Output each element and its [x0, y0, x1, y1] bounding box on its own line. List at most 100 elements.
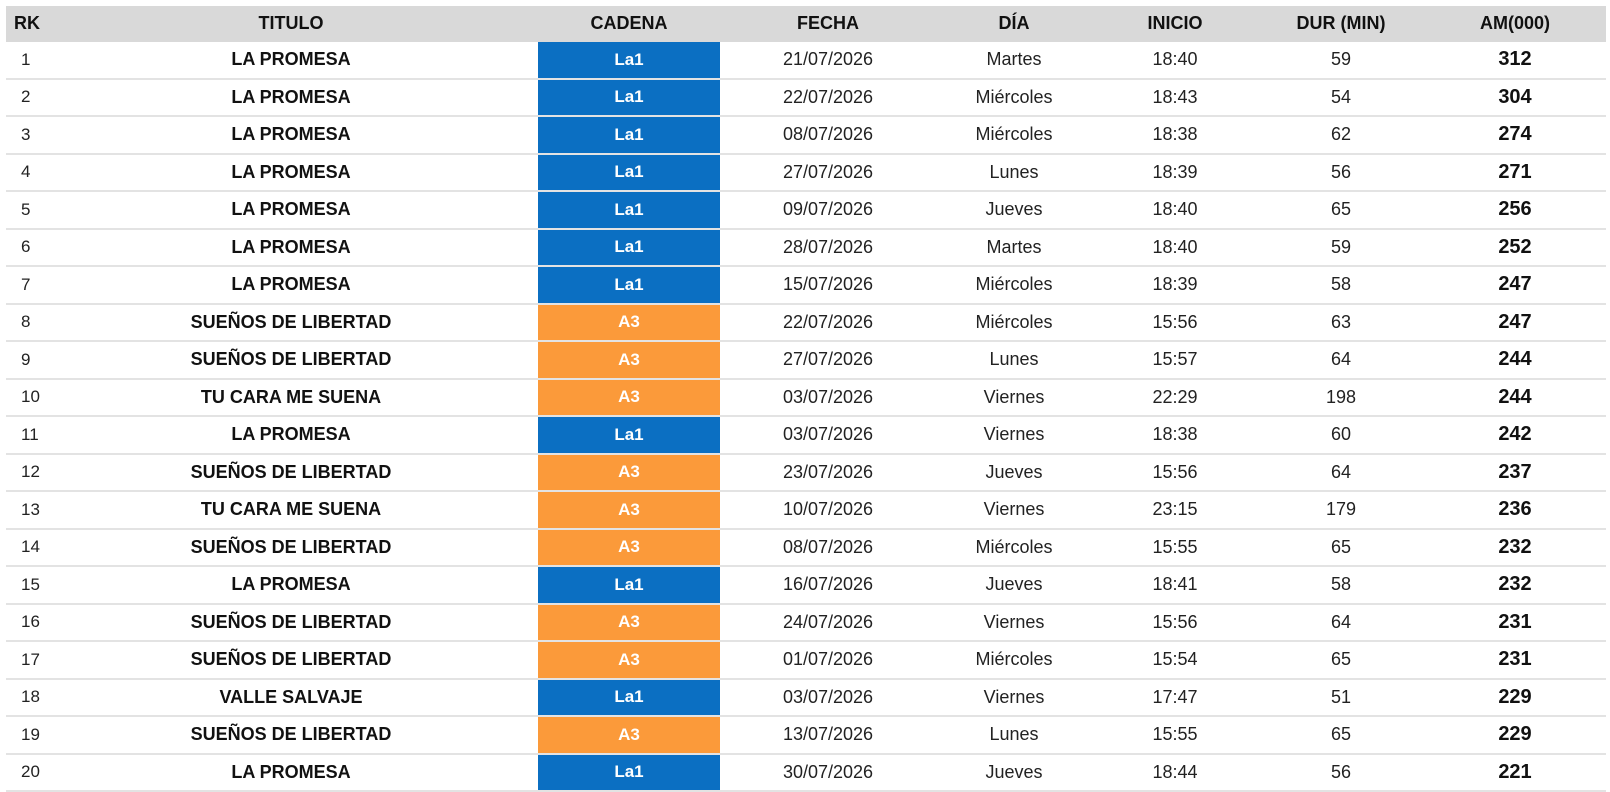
- cell-dia: Lunes: [936, 153, 1092, 192]
- cell-rk: 20: [6, 753, 44, 792]
- cell-fecha: 27/07/2026: [720, 153, 936, 192]
- cell-cadena: A3: [538, 491, 720, 530]
- cell-am: 242: [1424, 416, 1606, 455]
- cell-dur: 64: [1258, 603, 1424, 642]
- cell-dia: Miércoles: [936, 641, 1092, 680]
- cell-am: 244: [1424, 341, 1606, 380]
- ranking-table: RK TITULO CADENA FECHA DÍA INICIO DUR (M…: [6, 6, 1606, 792]
- cell-inicio: 15:55: [1092, 528, 1258, 567]
- cell-inicio: 22:29: [1092, 378, 1258, 417]
- cell-am: 252: [1424, 228, 1606, 267]
- cell-dur: 56: [1258, 753, 1424, 792]
- header-rk: RK: [6, 6, 44, 42]
- cell-inicio: 18:38: [1092, 116, 1258, 155]
- cell-titulo: SUEÑOS DE LIBERTAD: [44, 303, 538, 342]
- cell-fecha: 16/07/2026: [720, 566, 936, 605]
- cell-titulo: TU CARA ME SUENA: [44, 378, 538, 417]
- cell-dur: 65: [1258, 528, 1424, 567]
- cell-am: 221: [1424, 753, 1606, 792]
- table-row: 3 LA PROMESA La1 08/07/2026 Miércoles 18:38 62…: [6, 116, 1606, 155]
- cell-cadena: La1: [538, 153, 720, 192]
- cell-inicio: 17:47: [1092, 678, 1258, 717]
- cell-am: 312: [1424, 41, 1606, 80]
- cell-rk: 18: [6, 678, 44, 717]
- cell-cadena: La1: [538, 753, 720, 792]
- cell-dur: 60: [1258, 416, 1424, 455]
- cell-am: 232: [1424, 566, 1606, 605]
- table-row: 18 VALLE SALVAJE La1 03/07/2026 Viernes 17:47…: [6, 678, 1606, 717]
- cell-fecha: 28/07/2026: [720, 228, 936, 267]
- cell-fecha: 10/07/2026: [720, 491, 936, 530]
- cell-fecha: 03/07/2026: [720, 416, 936, 455]
- table-row: 10 TU CARA ME SUENA A3 03/07/2026 Viernes 22:…: [6, 378, 1606, 417]
- cell-rk: 6: [6, 228, 44, 267]
- cell-dur: 51: [1258, 678, 1424, 717]
- cell-am: 256: [1424, 191, 1606, 230]
- cell-dur: 64: [1258, 453, 1424, 492]
- cell-fecha: 13/07/2026: [720, 716, 936, 755]
- cell-dur: 65: [1258, 716, 1424, 755]
- cell-dur: 59: [1258, 41, 1424, 80]
- cell-inicio: 18:40: [1092, 228, 1258, 267]
- cell-rk: 5: [6, 191, 44, 230]
- cell-dur: 62: [1258, 116, 1424, 155]
- cell-rk: 13: [6, 491, 44, 530]
- cell-dia: Viernes: [936, 416, 1092, 455]
- cell-cadena: La1: [538, 266, 720, 305]
- table-header: RK TITULO CADENA FECHA DÍA INICIO DUR (M…: [6, 6, 1606, 42]
- cell-fecha: 03/07/2026: [720, 678, 936, 717]
- table-row: 8 SUEÑOS DE LIBERTAD A3 22/07/2026 Miércoles…: [6, 303, 1606, 342]
- cell-dia: Lunes: [936, 341, 1092, 380]
- cell-inicio: 18:38: [1092, 416, 1258, 455]
- table-row: 13 TU CARA ME SUENA A3 10/07/2026 Viernes 23:…: [6, 491, 1606, 530]
- cell-rk: 7: [6, 266, 44, 305]
- cell-cadena: La1: [538, 678, 720, 717]
- cell-rk: 19: [6, 716, 44, 755]
- cell-titulo: SUEÑOS DE LIBERTAD: [44, 716, 538, 755]
- cell-am: 236: [1424, 491, 1606, 530]
- cell-inicio: 15:56: [1092, 303, 1258, 342]
- cell-dia: Viernes: [936, 491, 1092, 530]
- cell-inicio: 15:56: [1092, 603, 1258, 642]
- cell-fecha: 22/07/2026: [720, 78, 936, 117]
- cell-dia: Miércoles: [936, 303, 1092, 342]
- cell-titulo: LA PROMESA: [44, 116, 538, 155]
- cell-cadena: La1: [538, 228, 720, 267]
- cell-inicio: 18:40: [1092, 191, 1258, 230]
- cell-dia: Lunes: [936, 716, 1092, 755]
- header-cadena: CADENA: [538, 6, 720, 42]
- table-row: 19 SUEÑOS DE LIBERTAD A3 13/07/2026 Lunes 15:…: [6, 716, 1606, 755]
- cell-dia: Miércoles: [936, 528, 1092, 567]
- table-row: 5 LA PROMESA La1 09/07/2026 Jueves 18:40 65 256: [6, 191, 1606, 230]
- cell-am: 304: [1424, 78, 1606, 117]
- cell-fecha: 09/07/2026: [720, 191, 936, 230]
- cell-rk: 1: [6, 41, 44, 80]
- cell-dia: Jueves: [936, 191, 1092, 230]
- table-row: 1 LA PROMESA La1 21/07/2026 Martes 18:40 59 312: [6, 41, 1606, 80]
- cell-fecha: 01/07/2026: [720, 641, 936, 680]
- table-row: 9 SUEÑOS DE LIBERTAD A3 27/07/2026 Lunes 15:5…: [6, 341, 1606, 380]
- cell-inicio: 18:39: [1092, 153, 1258, 192]
- cell-rk: 11: [6, 416, 44, 455]
- cell-rk: 8: [6, 303, 44, 342]
- cell-titulo: SUEÑOS DE LIBERTAD: [44, 641, 538, 680]
- cell-rk: 12: [6, 453, 44, 492]
- cell-titulo: SUEÑOS DE LIBERTAD: [44, 528, 538, 567]
- cell-titulo: VALLE SALVAJE: [44, 678, 538, 717]
- cell-titulo: LA PROMESA: [44, 566, 538, 605]
- cell-am: 229: [1424, 678, 1606, 717]
- header-dia: DÍA: [936, 6, 1092, 42]
- cell-dur: 58: [1258, 266, 1424, 305]
- cell-rk: 4: [6, 153, 44, 192]
- cell-am: 232: [1424, 528, 1606, 567]
- cell-rk: 16: [6, 603, 44, 642]
- cell-dur: 56: [1258, 153, 1424, 192]
- cell-fecha: 22/07/2026: [720, 303, 936, 342]
- table-row: 20 LA PROMESA La1 30/07/2026 Jueves 18:44 56 22…: [6, 753, 1606, 792]
- cell-inicio: 18:39: [1092, 266, 1258, 305]
- cell-cadena: A3: [538, 603, 720, 642]
- cell-titulo: LA PROMESA: [44, 153, 538, 192]
- cell-cadena: La1: [538, 41, 720, 80]
- cell-dur: 65: [1258, 191, 1424, 230]
- cell-am: 229: [1424, 716, 1606, 755]
